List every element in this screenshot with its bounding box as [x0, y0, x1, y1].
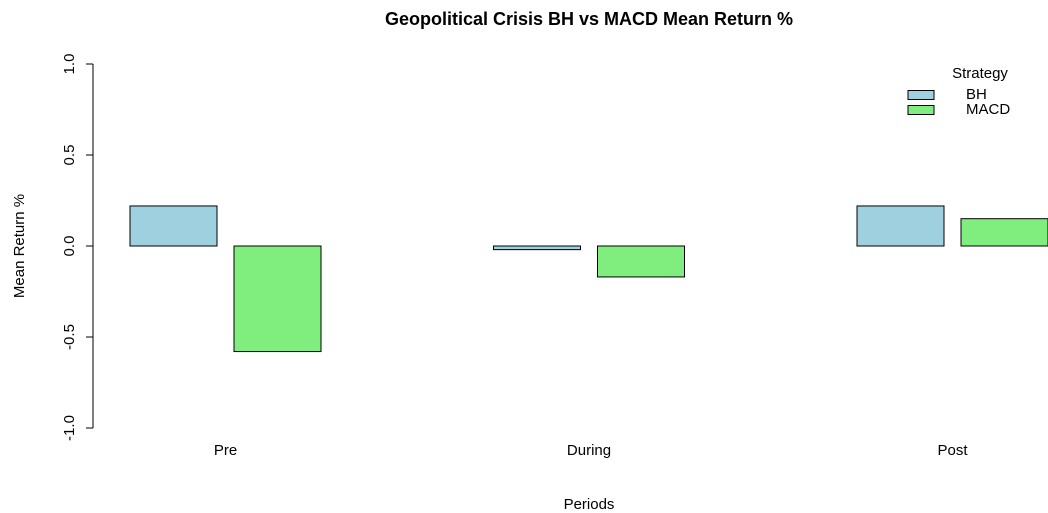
bar: [856, 205, 945, 247]
bar: [597, 245, 685, 278]
legend-swatch: [907, 90, 935, 100]
legend-swatch: [907, 105, 935, 115]
chart-title: Geopolitical Crisis BH vs MACD Mean Retu…: [385, 9, 793, 29]
x-tick-label: Post: [937, 442, 968, 459]
x-tick-label: During: [567, 442, 611, 459]
y-axis-label: Mean Return %: [11, 194, 28, 298]
bar: [493, 245, 581, 251]
bar: [129, 205, 218, 247]
y-tick-label: 0.5: [61, 145, 78, 166]
legend-title: Strategy: [952, 65, 1008, 82]
y-tick-label: 1.0: [61, 54, 78, 75]
bar: [960, 218, 1048, 247]
x-axis-label: Periods: [564, 496, 615, 513]
x-tick-label: Pre: [214, 442, 237, 459]
y-tick-label: -0.5: [61, 324, 78, 350]
legend-label: MACD: [966, 101, 1010, 118]
y-tick-label: -1.0: [61, 415, 78, 441]
bar: [233, 245, 322, 353]
legend-label: BH: [966, 86, 987, 103]
y-tick-label: 0.0: [61, 236, 78, 257]
